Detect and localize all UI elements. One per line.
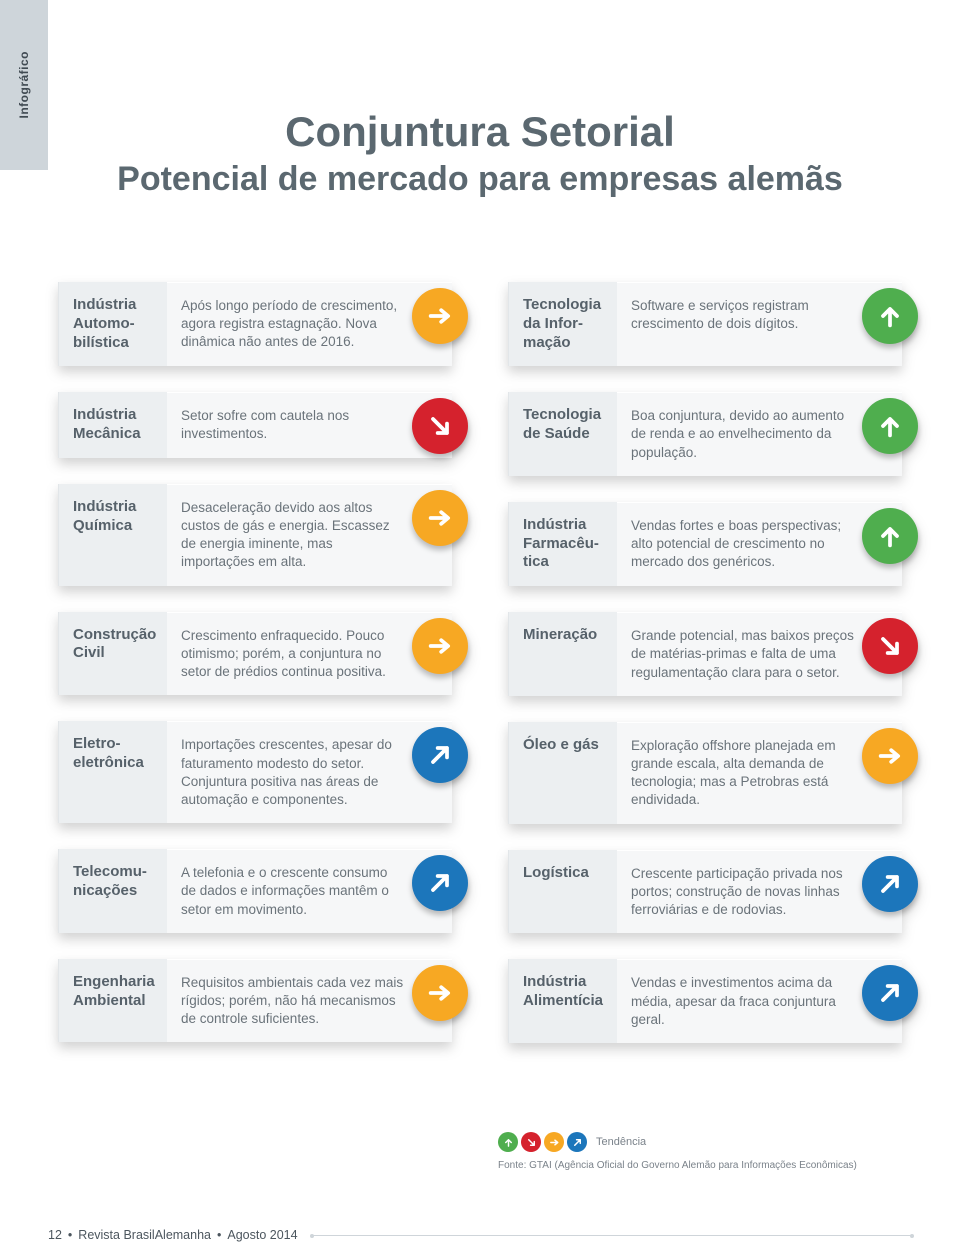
sector-name: Indústria Automo­bilística bbox=[59, 282, 167, 366]
trend-rise-icon bbox=[862, 856, 918, 912]
sector-name: Tecnologia de Saúde bbox=[509, 392, 617, 476]
sector-name: Indústria Farmacêu­tica bbox=[509, 502, 617, 586]
side-tab-label: Infográfico bbox=[17, 51, 31, 119]
sector-desc: Desaceleração devido aos altos custos de… bbox=[167, 484, 452, 586]
sector-name: Eletro­eletrônica bbox=[59, 721, 167, 823]
trend-up-icon bbox=[862, 398, 918, 454]
sector-card: MineraçãoGrande potencial, mas baixos pr… bbox=[508, 612, 902, 696]
titles: Conjuntura Setorial Potencial de mercado… bbox=[0, 0, 960, 199]
right-column: Tecnologia da Infor­maçãoSoftware e serv… bbox=[508, 282, 902, 1043]
issue-date: Agosto 2014 bbox=[227, 1228, 297, 1242]
sector-name: Construção Civil bbox=[59, 612, 167, 696]
left-column: Indústria Automo­bilísticaApós longo per… bbox=[58, 282, 452, 1043]
trend-flat-icon bbox=[412, 965, 468, 1021]
sector-name: Indústria Alimentícia bbox=[509, 959, 617, 1043]
sector-name: Logística bbox=[509, 850, 617, 934]
sector-card: Indústria AlimentíciaVendas e investimen… bbox=[508, 959, 902, 1043]
sector-desc: Crescente participação privada nos porto… bbox=[617, 850, 902, 934]
sector-desc: Boa conjuntura, devido ao aumento de ren… bbox=[617, 392, 902, 476]
sector-desc: Grande potencial, mas baixos preços de m… bbox=[617, 612, 902, 696]
legend-fall-icon bbox=[521, 1132, 541, 1152]
source-line: Fonte: GTAI (Agência Oficial do Governo … bbox=[498, 1160, 857, 1171]
magazine-name: Revista BrasilAlemanha bbox=[78, 1228, 211, 1242]
sector-desc: Vendas e investimentos acima da média, a… bbox=[617, 959, 902, 1043]
sector-desc: A telefonia e o crescente consumo de dad… bbox=[167, 849, 452, 933]
title-main: Conjuntura Setorial bbox=[0, 108, 960, 156]
sector-card: Eletro­eletrônicaImportações crescentes,… bbox=[58, 721, 452, 823]
legend-up-icon bbox=[498, 1132, 518, 1152]
legend-flat-icon bbox=[544, 1132, 564, 1152]
sector-name: Telecomu­nicações bbox=[59, 849, 167, 933]
trend-rise-icon bbox=[412, 855, 468, 911]
sector-card: LogísticaCrescente participação privada … bbox=[508, 850, 902, 934]
sector-grid: Indústria Automo­bilísticaApós longo per… bbox=[58, 282, 902, 1043]
sector-card: Telecomu­nicaçõesA telefonia e o crescen… bbox=[58, 849, 452, 933]
sector-desc: Vendas fortes e boas perspectivas; alto … bbox=[617, 502, 902, 586]
trend-fall-icon bbox=[412, 398, 468, 454]
sector-name: Indústria Mecânica bbox=[59, 392, 167, 458]
sector-desc: Exploração offshore planejada em grande … bbox=[617, 722, 902, 824]
sector-card: Indústria MecânicaSetor sofre com cautel… bbox=[58, 392, 452, 458]
sector-desc: Software e serviços registram cresciment… bbox=[617, 282, 902, 366]
sector-name: Mineração bbox=[509, 612, 617, 696]
trend-legend: Tendência bbox=[498, 1132, 646, 1152]
trend-up-icon bbox=[862, 508, 918, 564]
footer-rule bbox=[312, 1235, 912, 1236]
trend-flat-icon bbox=[412, 618, 468, 674]
trend-flat-icon bbox=[412, 490, 468, 546]
sector-name: Óleo e gás bbox=[509, 722, 617, 824]
sector-card: Tecnologia da Infor­maçãoSoftware e serv… bbox=[508, 282, 902, 366]
legend-label: Tendência bbox=[596, 1136, 646, 1148]
trend-flat-icon bbox=[862, 728, 918, 784]
sector-desc: Crescimento enfraquecido. Pouco otimismo… bbox=[167, 612, 452, 696]
title-sub: Potencial de mercado para empresas alemã… bbox=[0, 160, 960, 199]
trend-flat-icon bbox=[412, 288, 468, 344]
trend-fall-icon bbox=[862, 618, 918, 674]
page-footer: 12 • Revista BrasilAlemanha • Agosto 201… bbox=[48, 1228, 912, 1242]
sector-name: Indústria Química bbox=[59, 484, 167, 586]
page-number: 12 bbox=[48, 1228, 62, 1242]
legend-rise-icon bbox=[567, 1132, 587, 1152]
sector-desc: Importações crescentes, apesar do fatura… bbox=[167, 721, 452, 823]
side-tab: Infográfico bbox=[0, 0, 48, 170]
trend-rise-icon bbox=[412, 727, 468, 783]
sector-desc: Setor sofre com cautela nos investimento… bbox=[167, 392, 452, 458]
sector-card: Óleo e gásExploração offshore planejada … bbox=[508, 722, 902, 824]
trend-up-icon bbox=[862, 288, 918, 344]
sector-card: Engenharia AmbientalRequisitos ambientai… bbox=[58, 959, 452, 1043]
sector-desc: Requisitos ambientais cada vez mais rígi… bbox=[167, 959, 452, 1043]
sector-name: Engenharia Ambiental bbox=[59, 959, 167, 1043]
sector-card: Tecnologia de SaúdeBoa conjuntura, devid… bbox=[508, 392, 902, 476]
sector-card: Indústria Automo­bilísticaApós longo per… bbox=[58, 282, 452, 366]
sector-card: Indústria Farmacêu­ticaVendas fortes e b… bbox=[508, 502, 902, 586]
sector-desc: Após longo período de crescimento, agora… bbox=[167, 282, 452, 366]
sector-card: Construção CivilCrescimento enfraquecido… bbox=[58, 612, 452, 696]
trend-rise-icon bbox=[862, 965, 918, 1021]
sector-name: Tecnologia da Infor­mação bbox=[509, 282, 617, 366]
sector-card: Indústria QuímicaDesaceleração devido ao… bbox=[58, 484, 452, 586]
